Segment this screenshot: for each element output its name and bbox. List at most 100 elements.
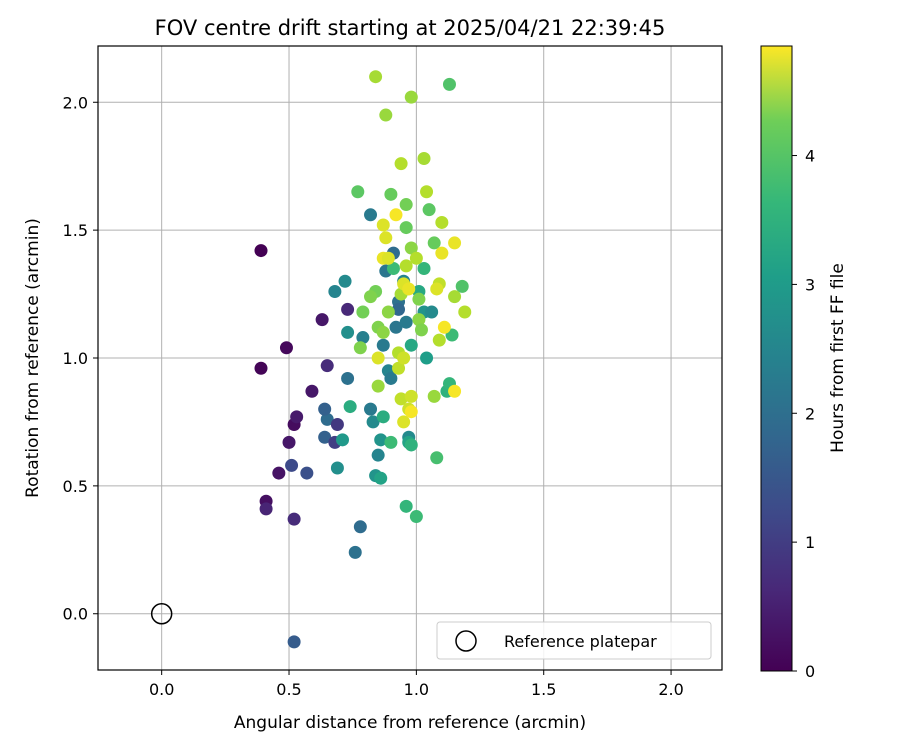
data-point xyxy=(338,274,352,288)
data-point xyxy=(417,152,431,166)
data-point xyxy=(427,236,441,250)
legend-marker xyxy=(455,630,477,652)
data-point xyxy=(315,313,329,327)
data-point xyxy=(442,77,456,91)
data-point xyxy=(412,292,426,306)
data-point xyxy=(371,351,385,365)
data-point xyxy=(356,305,370,319)
data-point xyxy=(290,410,304,424)
data-point xyxy=(437,320,451,334)
data-point xyxy=(318,402,332,416)
data-point xyxy=(404,438,418,452)
x-tick-label: 1.5 xyxy=(531,680,556,699)
data-point xyxy=(369,70,383,84)
data-points xyxy=(254,70,472,649)
data-point xyxy=(386,261,400,275)
data-point xyxy=(376,325,390,339)
data-point xyxy=(435,246,449,260)
y-axis-label: Rotation from reference (arcmin) xyxy=(23,218,43,498)
data-point xyxy=(399,221,413,235)
data-point xyxy=(394,157,408,171)
data-point xyxy=(425,305,439,319)
data-point xyxy=(455,279,469,293)
colorbar-label: Hours from first FF file xyxy=(828,263,848,453)
y-tick-label: 0.0 xyxy=(63,605,88,624)
y-axis-ticks: 0.0 0.5 1.0 1.5 2.0 xyxy=(63,93,98,624)
data-point xyxy=(392,361,406,375)
data-point xyxy=(399,315,413,329)
data-point xyxy=(420,185,434,199)
data-point xyxy=(348,545,362,559)
data-point xyxy=(392,302,406,316)
data-point xyxy=(341,371,355,385)
data-point xyxy=(409,251,423,265)
data-point xyxy=(279,341,293,355)
data-point xyxy=(448,290,462,304)
data-point xyxy=(448,384,462,398)
data-point xyxy=(404,90,418,104)
data-point xyxy=(384,371,398,385)
data-point xyxy=(318,430,332,444)
data-point xyxy=(272,466,286,480)
y-tick-label: 1.5 xyxy=(63,221,88,240)
data-point xyxy=(356,331,370,345)
colorbar-tick-label: 4 xyxy=(805,147,815,166)
data-point xyxy=(381,251,395,265)
data-point xyxy=(282,435,296,449)
data-point xyxy=(254,244,268,258)
data-point xyxy=(376,338,390,352)
x-axis-ticks: 0.0 0.5 1.0 1.5 2.0 xyxy=(149,670,684,699)
data-point xyxy=(285,458,299,472)
data-point xyxy=(376,218,390,232)
data-point xyxy=(422,203,436,217)
colorbar-tick-label: 3 xyxy=(805,275,815,294)
x-tick-label: 0.5 xyxy=(276,680,301,699)
legend-box xyxy=(436,621,712,660)
colorbar-ticks: 0 1 2 3 4 xyxy=(792,147,815,681)
data-point xyxy=(412,313,426,327)
y-tick-label: 2.0 xyxy=(63,93,88,112)
data-point xyxy=(448,236,462,250)
y-tick-label: 0.5 xyxy=(63,477,88,496)
y-tick-label: 1.0 xyxy=(63,349,88,368)
chart-title: FOV centre drift starting at 2025/04/21 … xyxy=(155,16,666,40)
x-tick-label: 0.0 xyxy=(149,680,174,699)
reference-platepar-marker xyxy=(150,602,173,625)
data-point xyxy=(330,417,344,431)
data-point xyxy=(430,282,444,296)
data-point xyxy=(366,415,380,429)
data-point xyxy=(351,185,365,199)
data-point xyxy=(374,433,388,447)
data-point xyxy=(287,635,301,649)
data-point xyxy=(389,208,403,222)
data-point xyxy=(420,351,434,365)
data-point xyxy=(379,108,393,122)
data-point xyxy=(343,400,357,414)
data-point xyxy=(402,282,416,296)
colorbar-tick-label: 1 xyxy=(805,533,815,552)
data-point xyxy=(379,231,393,245)
data-point xyxy=(336,433,350,447)
data-point xyxy=(254,361,268,375)
legend: Reference platepar xyxy=(436,621,712,660)
data-point xyxy=(384,435,398,449)
data-point xyxy=(397,351,411,365)
data-point xyxy=(384,187,398,201)
data-point xyxy=(404,389,418,403)
data-point xyxy=(376,410,390,424)
data-point xyxy=(320,359,334,373)
data-point xyxy=(341,325,355,339)
data-point xyxy=(371,448,385,462)
data-point xyxy=(371,379,385,393)
data-point xyxy=(364,402,378,416)
data-point xyxy=(399,259,413,273)
data-point xyxy=(374,471,388,485)
data-point xyxy=(364,290,378,304)
data-point xyxy=(353,520,367,534)
data-point xyxy=(432,333,446,347)
data-point xyxy=(300,466,314,480)
data-point xyxy=(320,412,334,426)
x-tick-label: 2.0 xyxy=(658,680,683,699)
data-point xyxy=(341,302,355,316)
